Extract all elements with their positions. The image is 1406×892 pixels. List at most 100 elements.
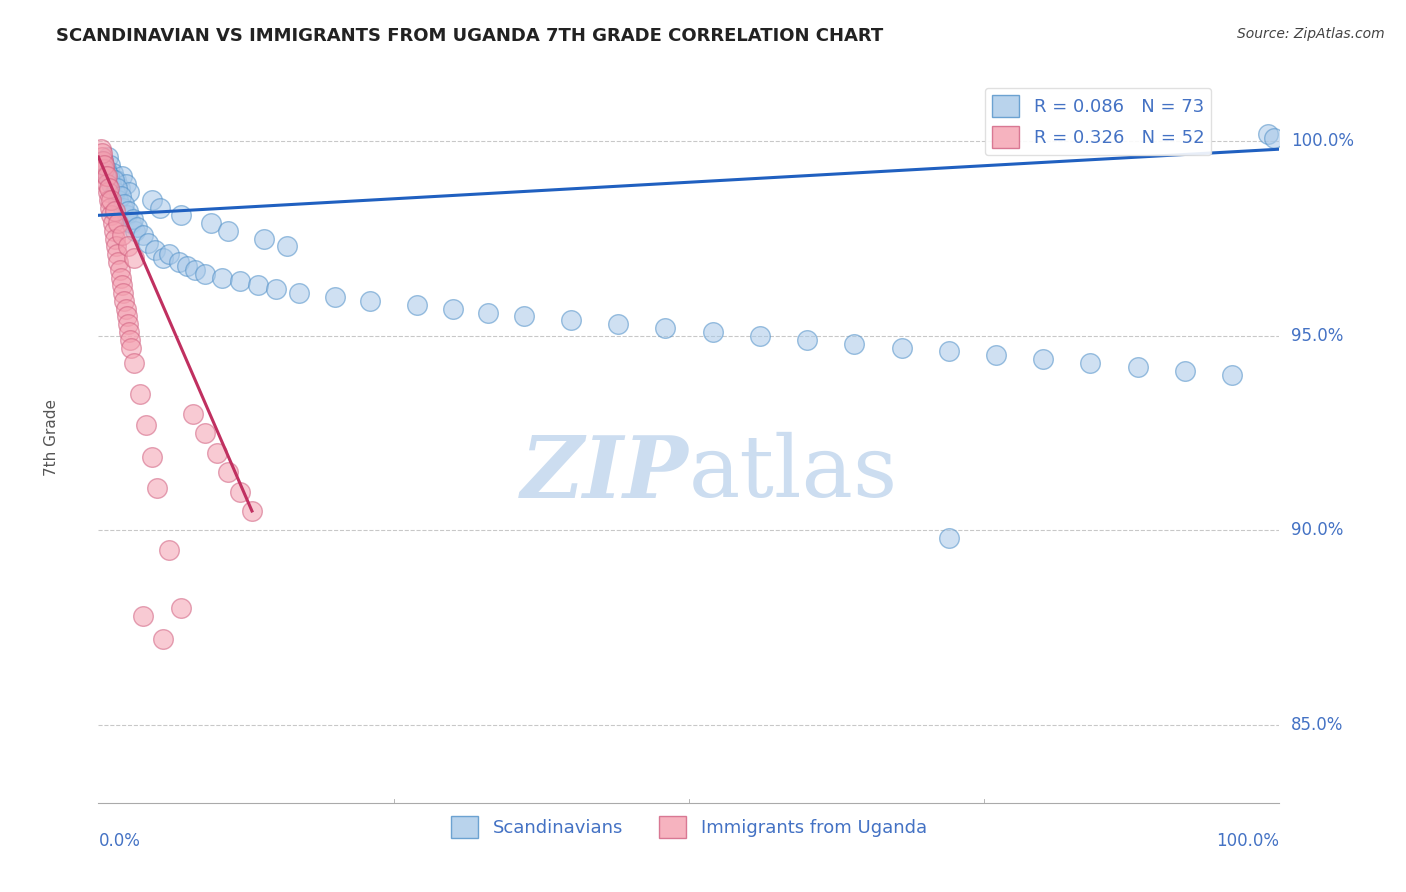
Point: [1220, 368, 1243, 382]
Point: [1032, 352, 1054, 367]
Point: [984, 348, 1007, 362]
Point: [103, 173, 125, 187]
Point: [132, 609, 155, 624]
Point: [100, 177, 122, 191]
Text: SCANDINAVIAN VS IMMIGRANTS FROM UGANDA 7TH GRADE CORRELATION CHART: SCANDINAVIAN VS IMMIGRANTS FROM UGANDA 7…: [56, 27, 883, 45]
Text: 0.0%: 0.0%: [98, 832, 141, 850]
Text: Source: ZipAtlas.com: Source: ZipAtlas.com: [1237, 27, 1385, 41]
Point: [91, 153, 114, 168]
Point: [91, 153, 114, 168]
Point: [105, 247, 128, 261]
Point: [96, 165, 118, 179]
Text: 95.0%: 95.0%: [1291, 327, 1344, 345]
Point: [194, 426, 217, 441]
Point: [118, 325, 141, 339]
Point: [157, 247, 180, 261]
Point: [100, 208, 122, 222]
Point: [229, 275, 252, 289]
Point: [146, 481, 169, 495]
Point: [441, 301, 464, 316]
Point: [107, 255, 129, 269]
Point: [108, 181, 131, 195]
Text: atlas: atlas: [689, 432, 898, 516]
Text: 7th Grade: 7th Grade: [44, 399, 59, 475]
Point: [98, 193, 121, 207]
Point: [118, 185, 141, 199]
Text: ZIP: ZIP: [522, 432, 689, 516]
Point: [938, 344, 960, 359]
Point: [246, 278, 269, 293]
Point: [748, 329, 770, 343]
Point: [104, 204, 127, 219]
Point: [107, 193, 129, 207]
Point: [143, 244, 166, 258]
Point: [264, 282, 287, 296]
Point: [607, 318, 630, 332]
Point: [1263, 130, 1285, 145]
Point: [104, 185, 127, 199]
Point: [117, 204, 139, 219]
Point: [141, 193, 163, 207]
Point: [1126, 359, 1149, 374]
Point: [170, 601, 193, 615]
Point: [194, 267, 217, 281]
Point: [170, 208, 193, 222]
Point: [105, 173, 128, 187]
Point: [112, 196, 135, 211]
Point: [211, 270, 233, 285]
Point: [98, 181, 121, 195]
Point: [121, 216, 143, 230]
Point: [890, 341, 912, 355]
Point: [1174, 364, 1197, 378]
Text: 100.0%: 100.0%: [1291, 132, 1354, 151]
Text: 100.0%: 100.0%: [1216, 832, 1279, 850]
Point: [104, 232, 127, 246]
Point: [90, 142, 112, 156]
Point: [105, 239, 128, 253]
Point: [96, 169, 118, 184]
Point: [93, 158, 115, 172]
Point: [108, 262, 131, 277]
Point: [477, 305, 499, 319]
Point: [124, 224, 146, 238]
Text: 85.0%: 85.0%: [1291, 716, 1344, 734]
Point: [93, 161, 115, 176]
Point: [114, 301, 136, 316]
Point: [938, 531, 960, 545]
Point: [128, 387, 150, 401]
Point: [121, 341, 143, 355]
Point: [110, 270, 132, 285]
Point: [167, 255, 190, 269]
Point: [152, 251, 174, 265]
Point: [200, 216, 222, 230]
Point: [107, 216, 129, 230]
Point: [97, 185, 120, 199]
Point: [91, 153, 114, 168]
Point: [111, 227, 134, 242]
Point: [101, 165, 124, 179]
Point: [1080, 356, 1102, 370]
Point: [122, 251, 145, 265]
Point: [141, 450, 163, 464]
Point: [135, 418, 157, 433]
Point: [702, 325, 724, 339]
Point: [136, 235, 159, 250]
Text: 90.0%: 90.0%: [1291, 522, 1344, 540]
Point: [98, 169, 121, 184]
Point: [98, 201, 121, 215]
Point: [152, 632, 174, 647]
Point: [110, 189, 132, 203]
Point: [115, 208, 138, 222]
Point: [276, 239, 298, 253]
Point: [91, 146, 114, 161]
Point: [120, 333, 142, 347]
Point: [181, 407, 204, 421]
Point: [112, 293, 135, 308]
Point: [111, 278, 134, 293]
Point: [132, 227, 155, 242]
Point: [91, 150, 114, 164]
Point: [229, 484, 252, 499]
Point: [93, 161, 115, 176]
Point: [98, 158, 121, 172]
Point: [105, 181, 128, 195]
